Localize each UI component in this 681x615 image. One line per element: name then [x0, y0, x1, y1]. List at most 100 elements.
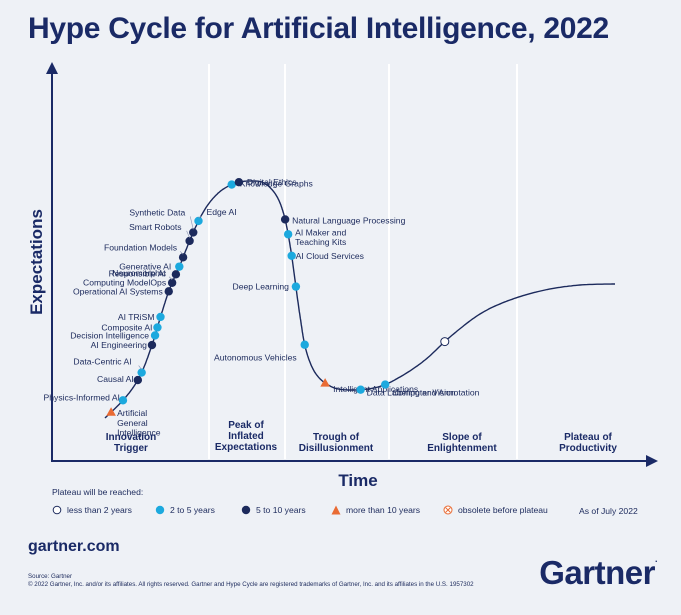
legend-item-2-to-5: 2 to 5 years — [155, 505, 215, 515]
phase-label-expectations: Peak of Inflated Expectations — [215, 420, 278, 453]
hollow-circle-icon — [440, 337, 450, 347]
label-ai-maker-and-teaching-kits: AI Maker and Teaching Kits — [295, 227, 346, 247]
axes — [46, 62, 658, 467]
website-link[interactable]: gartner.com — [28, 538, 120, 555]
marker-ai-maker-and-teaching-kits: AI Maker and Teaching Kits — [283, 227, 346, 247]
marker-deep-learning: Deep Learning — [233, 282, 301, 292]
marker-responsible-ai: Responsible AI — [109, 268, 181, 279]
marker-causal-ai: Causal AI — [97, 374, 143, 385]
label-neuromorphic-computing-modelops: Neuromorphic Computing ModelOps — [83, 268, 167, 288]
navy-dot-icon — [189, 228, 198, 237]
light-blue-dot-icon — [300, 340, 309, 349]
navy-dot-icon — [234, 177, 244, 187]
marker-autonomous-vehicles: Autonomous Vehicles — [214, 340, 309, 363]
legend-label: less than 2 years — [67, 505, 132, 515]
navy-dot-icon — [280, 215, 290, 224]
navy-dot-icon — [167, 278, 177, 287]
marker-operational-ai-systems: Operational AI Systems — [73, 286, 173, 296]
label-responsible-ai: Responsible AI — [109, 268, 166, 278]
label-ai-cloud-services: AI Cloud Services — [296, 251, 364, 261]
marker-intelligent-applications: Intelligent Applications — [320, 378, 418, 394]
light-blue-dot-icon — [381, 380, 390, 389]
marker-foundation-models: Foundation Models — [104, 242, 188, 262]
navy-dot-icon — [241, 505, 251, 515]
label-intelligent-applications: Intelligent Applications — [333, 384, 418, 394]
light-blue-dot-icon — [287, 251, 296, 261]
light-blue-dot-icon — [356, 385, 365, 394]
orange-triangle-icon — [106, 407, 116, 416]
light-blue-dot-icon — [118, 396, 128, 405]
label-digital-ethics: Digital Ethics — [247, 177, 297, 187]
light-blue-dot-icon — [283, 230, 293, 239]
leader-line — [189, 216, 194, 230]
label-ai-trism: AI TRiSM — [118, 312, 155, 322]
legend-item-5-to-10: 5 to 10 years — [241, 505, 306, 515]
marker-neuromorphic-computing-modelops: Neuromorphic Computing ModelOps — [83, 268, 177, 288]
label-data-centric-ai: Data-Centric AI — [73, 357, 131, 367]
marker-ai-engineering: AI Engineering — [91, 340, 157, 350]
navy-dot-icon — [171, 270, 181, 279]
marker-data-labeling-and-annotation: Data Labeling and Annotation — [356, 385, 480, 398]
phase-label-disillusionment: Trough of Disillusionment — [299, 432, 374, 454]
label-autonomous-vehicles: Autonomous Vehicles — [214, 353, 297, 363]
light-blue-dot-icon — [137, 368, 146, 377]
label-causal-ai: Causal AI — [97, 374, 134, 384]
label-natural-language-processing: Natural Language Processing — [292, 215, 405, 225]
label-ai-engineering: AI Engineering — [91, 340, 148, 350]
crossed-circle-icon — [443, 505, 453, 515]
chart-title: Hype Cycle for Artificial Intelligence, … — [28, 12, 609, 45]
y-axis-title: Expectations — [27, 209, 46, 315]
leader-line — [138, 365, 142, 370]
phase-label-trigger: Innovation Trigger — [106, 432, 157, 454]
legend-label: 2 to 5 years — [170, 505, 215, 515]
light-blue-dot-icon — [156, 312, 165, 322]
label-synthetic-data: Synthetic Data — [129, 207, 185, 217]
x-axis-arrow — [646, 455, 658, 467]
x-axis-title: Time — [338, 471, 377, 490]
label-composite-ai: Composite AI — [101, 322, 152, 332]
legend-label: 5 to 10 years — [256, 505, 306, 515]
gartner-logo: Gartner. — [539, 554, 657, 592]
marker-edge-ai: Edge AI — [194, 207, 237, 226]
brand-name: Gartner — [539, 554, 655, 591]
phase-labels: Innovation Trigger Peak of Inflated Expectat… — [106, 420, 618, 454]
label-computer-vision: Computer Vision — [392, 388, 456, 398]
legend-label: more than 10 years — [346, 505, 421, 515]
leader-line — [198, 215, 202, 219]
marker-knowledge-graphs: Knowledge Graphs — [227, 179, 313, 189]
marker-artificial-general-intelligence: Artificial General Intelligence — [106, 407, 161, 437]
phase-label-productivity: Plateau of Productivity — [559, 432, 617, 454]
brand-mark: . — [654, 554, 658, 564]
as-of-date: As of July 2022 — [579, 506, 638, 516]
copyright-line: © 2022 Gartner, Inc. and/or its affiliat… — [28, 581, 474, 588]
marker-point-26 — [440, 337, 450, 347]
light-blue-dot-icon — [155, 505, 165, 515]
marker-synthetic-data: Synthetic Data — [129, 207, 198, 237]
leader-line — [186, 230, 190, 239]
phase-label-enlightenment: Slope of Enlightenment — [427, 432, 497, 454]
label-knowledge-graphs: Knowledge Graphs — [240, 179, 313, 189]
hollow-circle-icon — [52, 505, 62, 515]
light-blue-dot-icon — [291, 282, 301, 291]
marker-physics-informed-ai: Physics-Informed AI — [44, 392, 128, 405]
label-deep-learning: Deep Learning — [233, 282, 290, 292]
label-decision-intelligence: Decision Intelligence — [70, 330, 149, 340]
light-blue-dot-icon — [175, 262, 184, 271]
orange-triangle-icon — [331, 505, 341, 515]
light-blue-dot-icon — [150, 331, 160, 340]
legend-item-more-than-10: more than 10 years — [331, 505, 420, 515]
label-generative-ai: Generative AI — [119, 262, 171, 272]
legend-title: Plateau will be reached: — [52, 487, 144, 497]
marker-decision-intelligence: Decision Intelligence — [70, 330, 160, 340]
legend-label: obsolete before plateau — [458, 505, 548, 515]
technology-markers: Artificial General Intelligence Physics-Inf… — [44, 177, 480, 437]
navy-dot-icon — [164, 287, 173, 296]
source-line: Source: Gartner — [28, 573, 73, 580]
light-blue-dot-icon — [194, 216, 203, 226]
legend-item-obsolete: obsolete before plateau — [443, 505, 548, 515]
marker-natural-language-processing: Natural Language Processing — [280, 215, 406, 225]
label-operational-ai-systems: Operational AI Systems — [73, 286, 163, 296]
marker-computer-vision: Computer Vision — [381, 380, 456, 398]
marker-ai-trism: AI TRiSM — [118, 312, 165, 322]
